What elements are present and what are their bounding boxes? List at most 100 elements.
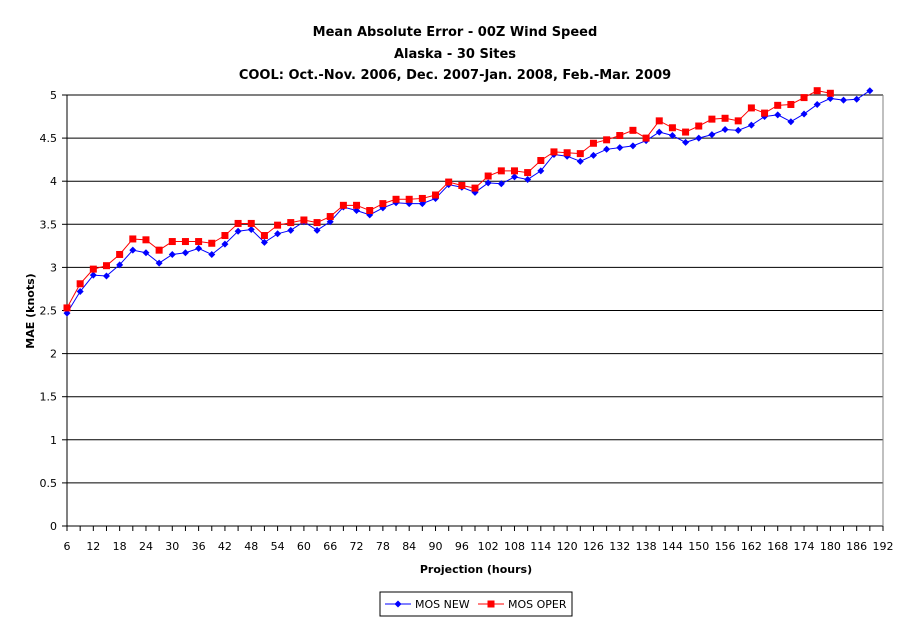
data-point-mos-oper — [116, 250, 124, 258]
data-point-mos-new — [655, 128, 663, 136]
data-point-mos-oper — [208, 239, 216, 247]
data-point-mos-oper — [537, 157, 545, 165]
data-point-mos-new — [708, 131, 716, 139]
data-point-mos-new — [168, 250, 176, 258]
data-point-mos-new — [668, 132, 676, 140]
data-point-mos-oper — [524, 169, 532, 177]
data-point-mos-oper — [181, 238, 189, 246]
legend: MOS NEW MOS OPER — [379, 591, 573, 617]
x-tick-label: 180 — [820, 540, 841, 553]
data-point-mos-oper — [274, 221, 282, 229]
x-tick-label: 12 — [86, 540, 100, 553]
chart-title: Mean Absolute Error - 00Z Wind Speed Ala… — [239, 25, 671, 83]
data-point-mos-oper — [563, 149, 571, 157]
data-point-mos-oper — [576, 150, 584, 158]
data-point-mos-new — [102, 272, 110, 280]
x-tick-label: 162 — [741, 540, 762, 553]
data-point-mos-oper — [432, 191, 440, 199]
x-tick-label: 66 — [323, 540, 337, 553]
data-point-mos-new — [813, 100, 821, 108]
data-point-mos-new — [866, 87, 874, 95]
data-point-mos-oper — [734, 117, 742, 125]
x-tick-label: 54 — [271, 540, 285, 553]
data-point-mos-new — [695, 134, 703, 142]
data-point-mos-new — [89, 271, 97, 279]
x-tick-label: 168 — [767, 540, 788, 553]
x-tick-label: 72 — [350, 540, 364, 553]
data-point-mos-oper — [497, 167, 505, 175]
x-tick-label: 138 — [636, 540, 657, 553]
data-point-mos-new — [629, 142, 637, 150]
data-point-mos-new — [181, 249, 189, 257]
x-tick-label: 108 — [504, 540, 525, 553]
data-point-mos-new — [616, 144, 624, 152]
data-point-mos-oper — [589, 139, 597, 147]
x-axis-title: Projection (hours) — [420, 563, 532, 576]
y-tick-label: 0 — [50, 520, 57, 533]
x-tick-label: 132 — [609, 540, 630, 553]
data-point-mos-new — [129, 246, 137, 254]
legend-label-mos-new: MOS NEW — [415, 598, 470, 611]
data-point-mos-new — [589, 151, 597, 159]
chart-title-line-1: Mean Absolute Error - 00Z Wind Speed — [313, 25, 598, 40]
x-tick-label: 24 — [139, 540, 153, 553]
data-point-mos-new — [853, 95, 861, 103]
data-point-mos-oper — [550, 148, 558, 156]
data-point-mos-oper — [142, 236, 150, 244]
data-point-mos-oper — [326, 213, 334, 221]
data-point-mos-new — [116, 261, 124, 269]
data-point-mos-oper — [826, 89, 834, 97]
data-point-mos-oper — [445, 178, 453, 186]
data-point-mos-new — [603, 145, 611, 153]
data-point-mos-new — [484, 179, 492, 187]
data-point-mos-new — [142, 249, 150, 257]
data-point-mos-oper — [129, 235, 137, 243]
y-tick-label: 4 — [50, 175, 57, 188]
x-tick-label: 186 — [846, 540, 867, 553]
data-point-mos-oper — [76, 280, 84, 288]
data-point-mos-oper — [510, 167, 518, 175]
data-point-mos-new — [524, 175, 532, 183]
data-point-mos-new — [840, 96, 848, 104]
data-point-mos-oper — [484, 172, 492, 180]
data-point-mos-oper — [89, 265, 97, 273]
x-tick-label: 174 — [794, 540, 815, 553]
data-point-mos-oper — [234, 219, 242, 227]
legend-label-mos-oper: MOS OPER — [508, 598, 567, 611]
data-point-mos-oper — [313, 219, 321, 227]
legend-box — [379, 591, 573, 617]
y-tick-label: 2 — [50, 348, 57, 361]
data-point-mos-oper — [353, 201, 361, 209]
data-point-mos-new — [682, 138, 690, 146]
data-point-mos-oper — [813, 87, 821, 95]
data-point-mos-oper — [102, 262, 110, 270]
x-tick-label: 84 — [402, 540, 416, 553]
data-point-mos-oper — [339, 201, 347, 209]
data-point-mos-oper — [418, 194, 426, 202]
chart-title-line-3: COOL: Oct.-Nov. 2006, Dec. 2007-Jan. 200… — [239, 68, 671, 83]
data-point-mos-oper — [300, 216, 308, 224]
data-point-mos-new — [576, 157, 584, 165]
data-point-mos-new — [313, 226, 321, 234]
y-tick-label: 5 — [50, 89, 57, 102]
plot-area: 0 0.5 1 1.5 2 2.5 3 3.5 4 4.5 5 6 12 18 24 30 36 42 48 54 60… — [40, 87, 894, 553]
x-tick-label: 96 — [455, 540, 469, 553]
x-tick-label: 150 — [688, 540, 709, 553]
data-point-mos-oper — [708, 115, 716, 123]
data-point-mos-oper — [629, 126, 637, 134]
data-point-mos-new — [155, 259, 163, 267]
data-point-mos-oper — [774, 101, 782, 109]
legend-marker-mos-oper — [487, 600, 495, 608]
x-tick-label: 114 — [530, 540, 551, 553]
data-point-mos-new — [260, 238, 268, 246]
data-point-mos-new — [274, 230, 282, 238]
y-tick-label: 1.5 — [40, 391, 58, 404]
data-point-mos-oper — [471, 184, 479, 192]
x-tick-label: 6 — [64, 540, 71, 553]
data-point-mos-oper — [616, 132, 624, 140]
data-point-mos-oper — [761, 109, 769, 117]
data-point-mos-oper — [458, 182, 466, 190]
data-point-mos-oper — [366, 207, 374, 215]
x-tick-label: 36 — [192, 540, 206, 553]
data-point-mos-new — [287, 226, 295, 234]
